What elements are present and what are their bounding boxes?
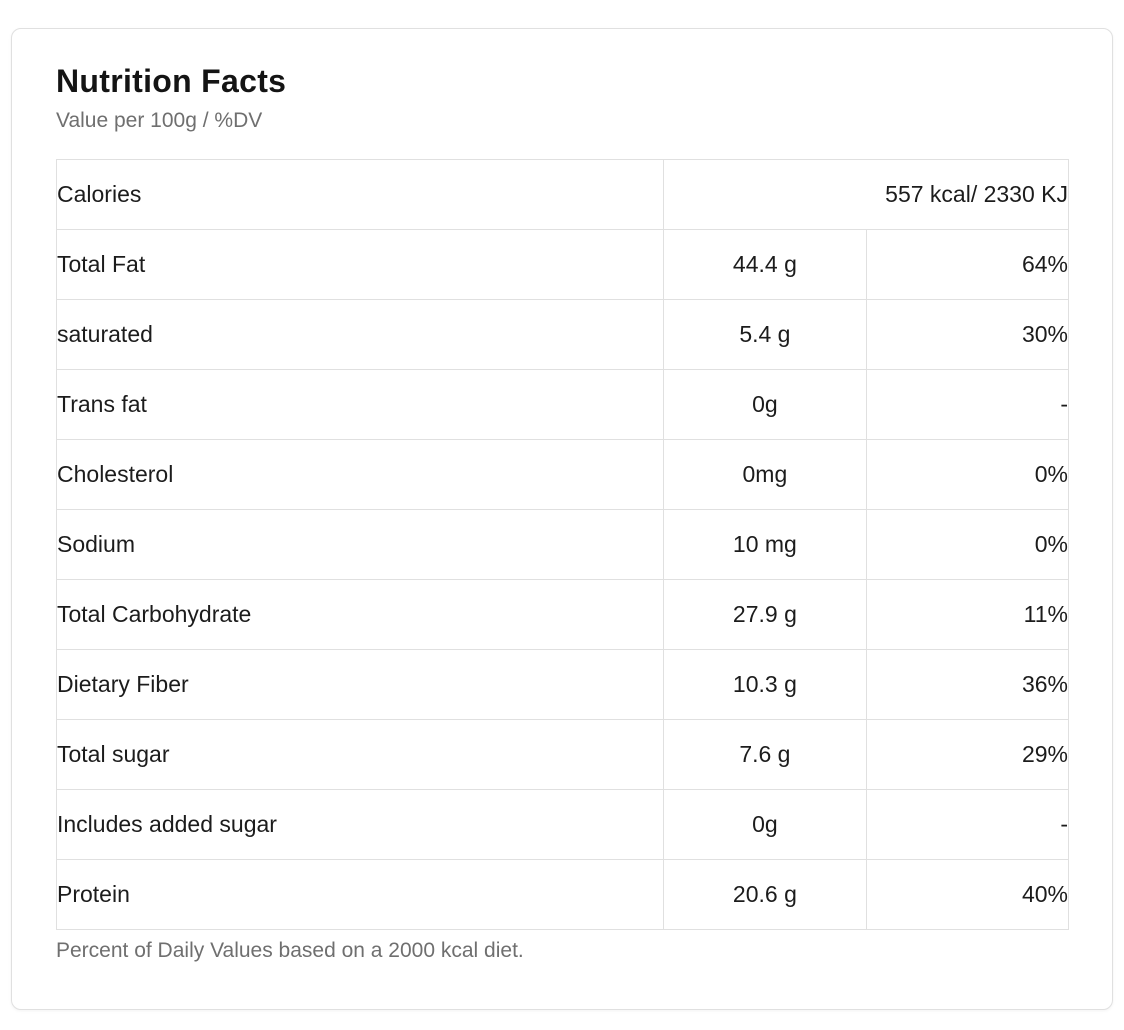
nutrient-label: Total Carbohydrate bbox=[55, 578, 665, 650]
nutrient-dv: 0% bbox=[865, 438, 1070, 510]
table-row: Total Carbohydrate 27.9 g 11% bbox=[55, 578, 1070, 650]
table-row: Total sugar 7.6 g 29% bbox=[55, 718, 1070, 790]
nutrient-label: Dietary Fiber bbox=[55, 648, 665, 720]
nutrient-dv: 29% bbox=[865, 718, 1070, 790]
nutrient-label: saturated bbox=[55, 298, 665, 370]
table-row: Sodium 10 mg 0% bbox=[55, 508, 1070, 580]
nutrient-amount: 20.6 g bbox=[663, 858, 867, 930]
nutrient-dv: - bbox=[865, 788, 1070, 860]
nutrition-table: Calories 557 kcal/ 2330 KJ Total Fat 44.4… bbox=[55, 158, 1070, 930]
nutrient-label: Protein bbox=[55, 858, 665, 930]
nutrient-label: Trans fat bbox=[55, 368, 665, 440]
nutrient-amount: 10.3 g bbox=[663, 648, 867, 720]
nutrient-amount: 7.6 g bbox=[663, 718, 867, 790]
nutrient-dv: 0% bbox=[865, 508, 1070, 580]
calories-row: Calories 557 kcal/ 2330 KJ bbox=[55, 158, 1069, 230]
nutrient-dv: 40% bbox=[865, 858, 1070, 930]
nutrient-label: Total sugar bbox=[55, 718, 665, 790]
nutrient-amount: 0mg bbox=[663, 438, 867, 510]
nutrient-dv: 11% bbox=[865, 578, 1070, 650]
nutrient-dv: 64% bbox=[865, 228, 1070, 300]
nutrient-amount: 10 mg bbox=[663, 508, 867, 580]
subtitle: Value per 100g / %DV bbox=[56, 108, 263, 132]
table-row: Protein 20.6 g 40% bbox=[55, 858, 1070, 930]
nutrient-label: Calories bbox=[55, 158, 665, 230]
table-row: Trans fat 0g - bbox=[55, 368, 1070, 440]
page-title: Nutrition Facts bbox=[56, 63, 287, 99]
calories-value: 557 kcal/ 2330 KJ bbox=[663, 158, 1069, 230]
table-row: Dietary Fiber 10.3 g 36% bbox=[55, 648, 1070, 720]
nutrient-amount: 0g bbox=[663, 788, 867, 860]
nutrition-table-body: Calories 557 kcal/ 2330 KJ Total Fat 44.4… bbox=[55, 158, 1070, 930]
table-row: saturated 5.4 g 30% bbox=[55, 298, 1070, 370]
nutrient-label: Total Fat bbox=[55, 228, 665, 300]
nutrient-label: Cholesterol bbox=[55, 438, 665, 510]
nutrient-amount: 0g bbox=[663, 368, 867, 440]
nutrient-amount: 5.4 g bbox=[663, 298, 867, 370]
nutrient-label: Sodium bbox=[55, 508, 665, 580]
table-row: Total Fat 44.4 g 64% bbox=[55, 228, 1070, 300]
nutrient-amount: 27.9 g bbox=[663, 578, 867, 650]
nutrient-dv: - bbox=[865, 368, 1070, 440]
nutrient-label: Includes added sugar bbox=[55, 788, 665, 860]
table-row: Includes added sugar 0g - bbox=[55, 788, 1070, 860]
nutrient-dv: 30% bbox=[865, 298, 1070, 370]
table-row: Cholesterol 0mg 0% bbox=[55, 438, 1070, 510]
nutrition-facts-card: Nutrition Facts Value per 100g / %DV Cal… bbox=[11, 28, 1113, 1010]
nutrient-amount: 44.4 g bbox=[663, 228, 867, 300]
nutrient-dv: 36% bbox=[865, 648, 1070, 720]
footnote: Percent of Daily Values based on a 2000 … bbox=[56, 938, 524, 962]
